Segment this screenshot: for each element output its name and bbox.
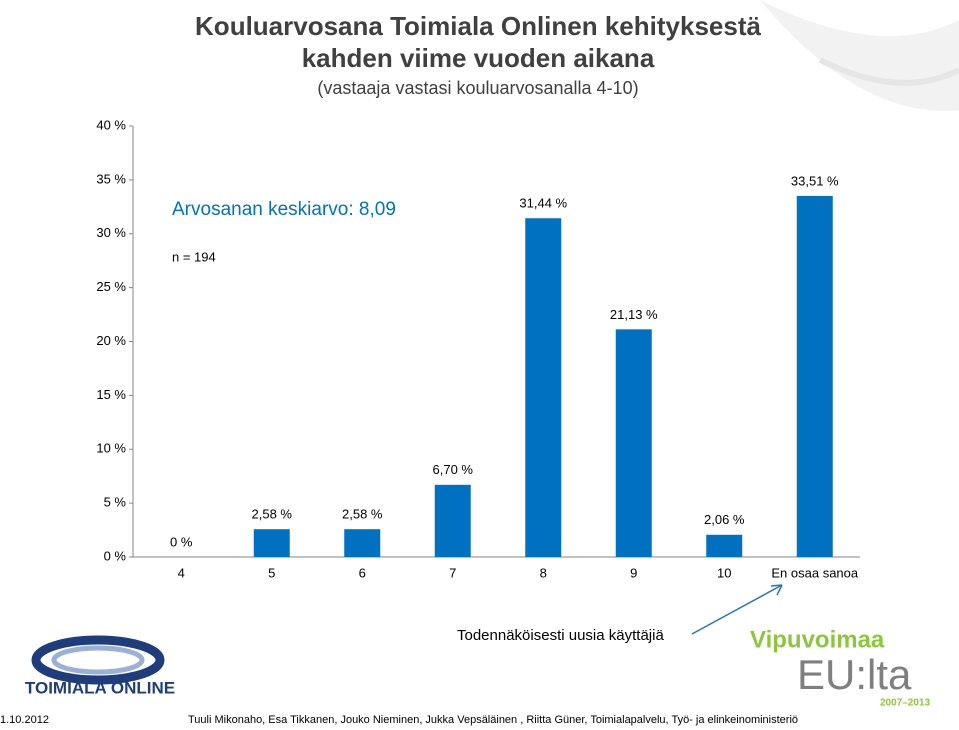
bar xyxy=(796,195,833,557)
arrow-head xyxy=(770,584,783,596)
value-label: 31,44 % xyxy=(519,196,567,211)
value-label: 2,58 % xyxy=(342,507,383,522)
bar xyxy=(434,484,471,557)
logo-left: TOIMIALA ONLINE xyxy=(25,635,175,697)
logo-arc xyxy=(31,635,165,685)
x-tick-label: En osaa sanoa xyxy=(771,565,859,580)
x-tick-label: 7 xyxy=(449,565,456,580)
annotation: n = 194 xyxy=(172,249,216,264)
chart-subtitle: (vastaaja vastasi kouluarvosanalla 4-10) xyxy=(317,78,638,98)
bar xyxy=(253,529,290,557)
x-tick-label: 4 xyxy=(178,565,185,580)
value-label: 6,70 % xyxy=(433,462,474,477)
x-tick-label: 5 xyxy=(268,565,275,580)
decoration xyxy=(760,0,959,111)
annotation: Todennäköisesti uusia käyttäjiä xyxy=(457,627,664,644)
x-tick-label: 8 xyxy=(540,565,547,580)
y-tick-label: 5 % xyxy=(104,495,127,510)
x-tick-label: 10 xyxy=(717,565,731,580)
footer-date: 1.10.2012 xyxy=(0,714,49,726)
arrow xyxy=(691,584,783,635)
value-label: 2,58 % xyxy=(252,507,293,522)
annotation: Arvosanan keskiarvo: 8,09 xyxy=(172,199,396,220)
logo-arc xyxy=(51,645,145,675)
bar xyxy=(706,534,743,557)
y-tick-label: 20 % xyxy=(96,333,126,348)
footer-authors: Tuuli Mikonaho, Esa Tikkanen, Jouko Niem… xyxy=(188,714,798,726)
chart-title: kahden viime vuoden aikana xyxy=(302,43,655,73)
value-label: 21,13 % xyxy=(610,307,658,322)
x-tick-label: 9 xyxy=(630,565,637,580)
logo-text: Vipuvoimaa xyxy=(750,626,885,653)
y-tick-label: 25 % xyxy=(96,279,126,294)
y-tick-label: 30 % xyxy=(96,225,126,240)
y-tick-label: 15 % xyxy=(96,387,126,402)
y-tick-label: 10 % xyxy=(96,441,126,456)
bar xyxy=(344,529,381,557)
logo-text: TOIMIALA ONLINE xyxy=(25,678,175,697)
y-tick-label: 0 % xyxy=(104,548,127,563)
y-tick-label: 40 % xyxy=(96,117,126,132)
bar xyxy=(615,329,652,557)
decoration xyxy=(818,57,959,86)
logo-text: EU:lta xyxy=(797,651,912,698)
chart-title: Kouluarvosana Toimiala Onlinen kehitykse… xyxy=(195,11,761,41)
x-tick-label: 6 xyxy=(359,565,366,580)
bar xyxy=(525,218,562,557)
logo-text: 2007–2013 xyxy=(880,698,930,709)
value-label: 2,06 % xyxy=(704,512,745,527)
value-label: 33,51 % xyxy=(791,173,839,188)
y-tick-label: 35 % xyxy=(96,171,126,186)
value-label: 0 % xyxy=(170,534,193,549)
